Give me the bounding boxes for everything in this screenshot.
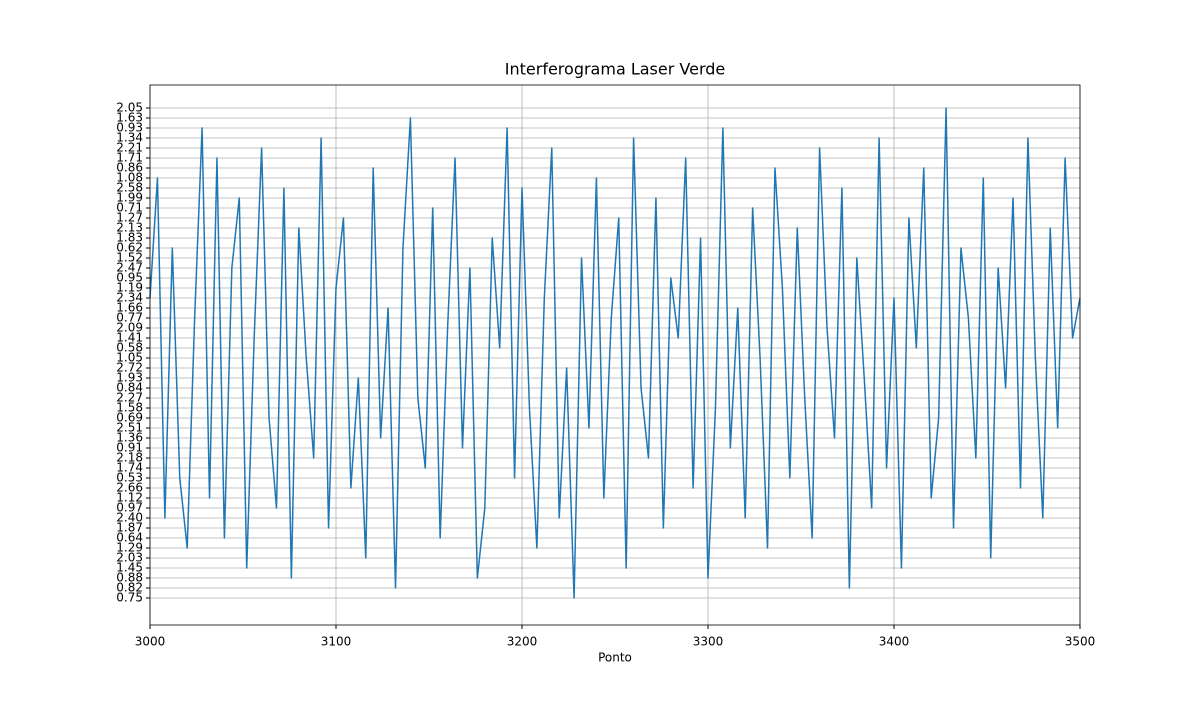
y-tick-label: 1.08 [116, 171, 143, 185]
y-tick-label: 1.83 [116, 231, 143, 245]
y-tick-label: 1.58 [116, 401, 143, 415]
y-tick-label: 2.09 [116, 321, 143, 335]
y-tick-label: 0.88 [116, 571, 143, 585]
y-tick-label: 2.21 [116, 141, 143, 155]
y-tick-label: 0.97 [116, 501, 143, 515]
y-tick-label: 0.77 [116, 311, 143, 325]
y-tick-label: 2.34 [116, 291, 143, 305]
y-tick-label: 2.03 [116, 551, 143, 565]
y-tick-label: 2.72 [116, 361, 143, 375]
x-axis-label: Ponto [598, 651, 632, 665]
y-tick-label: 0.71 [116, 201, 143, 215]
y-tick-label: 1.19 [116, 281, 143, 295]
y-tick-label: 0.62 [116, 241, 143, 255]
y-tick-label: 1.74 [116, 461, 143, 475]
y-tick-label: 0.75 [116, 591, 143, 605]
y-tick-label: 0.82 [116, 581, 143, 595]
y-tick-label: 1.93 [116, 371, 143, 385]
y-tick-label: 0.91 [116, 441, 143, 455]
y-tick-label: 0.64 [116, 531, 143, 545]
x-tick-label: 3500 [1065, 635, 1096, 649]
x-tick-label: 3400 [879, 635, 910, 649]
chart-title: Interferograma Laser Verde [505, 60, 725, 79]
x-tick-label: 3200 [507, 635, 538, 649]
y-tick-label: 1.71 [116, 151, 143, 165]
y-tick-label: 1.41 [116, 331, 143, 345]
y-tick-label: 0.93 [116, 121, 143, 135]
plot-frame [149, 84, 1081, 626]
y-tick-label: 2.18 [116, 451, 143, 465]
y-tick-label: 2.13 [116, 221, 143, 235]
y-tick-label: 1.66 [116, 301, 143, 315]
y-tick-label: 1.63 [116, 111, 143, 125]
y-tick-label: 1.45 [116, 561, 143, 575]
data-line [149, 107, 1081, 599]
y-tick-label: 1.05 [116, 351, 143, 365]
y-tick-label: 0.95 [116, 271, 143, 285]
y-tick-label: 1.52 [116, 251, 143, 265]
y-tick-label: 0.69 [116, 411, 143, 425]
x-tick-label: 3100 [321, 635, 352, 649]
y-tick-label: 2.66 [116, 481, 143, 495]
y-tick-label: 1.12 [116, 491, 143, 505]
y-tick-label: 1.29 [116, 541, 143, 555]
x-tick-label: 3300 [693, 635, 724, 649]
y-tick-label: 1.36 [116, 431, 143, 445]
y-tick-label: 1.34 [116, 131, 143, 145]
y-tick-label: 0.53 [116, 471, 143, 485]
y-tick-label: 2.40 [116, 511, 143, 525]
y-tick-label: 2.51 [116, 421, 143, 435]
y-tick-label: 1.99 [116, 191, 143, 205]
y-tick-label: 0.58 [116, 341, 143, 355]
y-tick-label: 2.47 [116, 261, 143, 275]
y-tick-label: 1.87 [116, 521, 143, 535]
y-tick-label: 2.58 [116, 181, 143, 195]
y-tick-label: 2.27 [116, 391, 143, 405]
y-tick-label: 0.86 [116, 161, 143, 175]
y-tick-label: 1.27 [116, 211, 143, 225]
y-tick-label: 2.05 [116, 101, 143, 115]
x-tick-label: 3000 [135, 635, 166, 649]
y-tick-label: 0.84 [116, 381, 143, 395]
